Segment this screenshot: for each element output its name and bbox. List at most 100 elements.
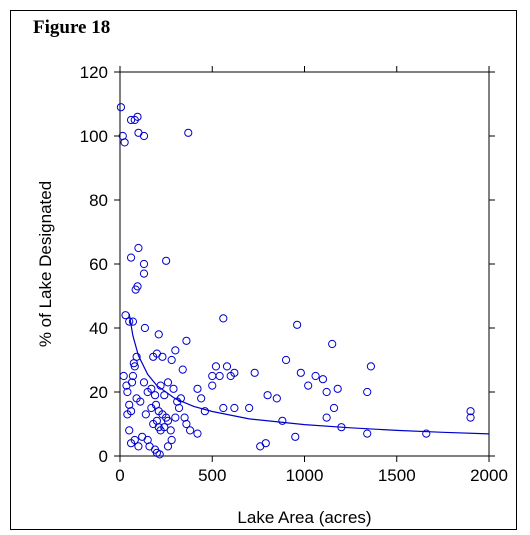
figure-frame <box>10 10 517 530</box>
data-point <box>171 346 180 355</box>
data-point <box>466 407 475 416</box>
data-points <box>116 103 475 459</box>
data-point <box>139 269 149 278</box>
data-point <box>167 355 176 365</box>
data-point <box>174 403 184 413</box>
data-point <box>182 336 191 345</box>
data-point <box>139 131 149 141</box>
data-point <box>222 362 232 371</box>
data-point <box>281 355 291 365</box>
data-point <box>119 371 128 381</box>
data-point <box>230 368 239 377</box>
fit-curve-layer <box>128 313 490 435</box>
data-point <box>160 391 169 400</box>
data-point <box>154 330 163 339</box>
data-point <box>126 253 136 262</box>
data-point <box>141 410 150 419</box>
data-point <box>245 403 254 413</box>
data-point <box>219 403 228 413</box>
figure-label: Figure 18 <box>33 17 111 38</box>
data-point <box>186 426 195 435</box>
data-point <box>261 439 270 448</box>
data-point <box>219 314 228 323</box>
data-point <box>155 450 164 459</box>
y-tick-label: 60 <box>89 255 108 274</box>
data-point <box>130 362 139 371</box>
data-point <box>211 362 221 371</box>
y-tick-label: 0 <box>99 447 108 466</box>
data-point <box>145 442 154 451</box>
data-point <box>133 112 142 121</box>
data-point <box>139 378 149 387</box>
data-point <box>150 445 160 454</box>
data-point <box>208 371 217 381</box>
data-point <box>322 413 331 422</box>
data-point <box>162 413 171 422</box>
data-point <box>272 394 281 403</box>
data-point <box>208 381 217 390</box>
data-point <box>197 394 206 403</box>
data-point <box>171 413 180 422</box>
data-point <box>158 352 167 361</box>
data-point <box>318 375 328 384</box>
x-tick-label: 500 <box>198 466 226 485</box>
y-tick-label: 80 <box>89 191 108 210</box>
x-tick-label: 2000 <box>470 466 508 485</box>
data-point <box>230 403 239 413</box>
data-point <box>163 378 173 387</box>
data-point <box>163 442 173 451</box>
data-point <box>128 317 138 326</box>
data-point <box>129 359 138 368</box>
x-tick-label: 1500 <box>378 466 416 485</box>
data-point <box>200 407 209 416</box>
data-point <box>120 138 129 147</box>
data-point <box>184 128 193 137</box>
data-point <box>250 368 259 377</box>
data-point <box>134 128 143 137</box>
tick-layer: 0 500 1000 1500 2000 0 20 40 60 80 100 120 <box>80 63 508 485</box>
y-tick-label: 100 <box>80 127 108 146</box>
x-tick-label: 0 <box>115 466 124 485</box>
data-point <box>363 429 372 438</box>
x-tick-label: 1000 <box>286 466 324 485</box>
data-point <box>296 368 305 377</box>
data-point <box>291 432 300 441</box>
data-point <box>140 323 150 333</box>
data-point <box>162 256 171 265</box>
data-point <box>193 384 202 393</box>
data-point <box>122 381 131 390</box>
data-point <box>134 442 143 451</box>
data-point <box>125 317 134 326</box>
data-point <box>136 397 145 406</box>
data-point <box>126 115 136 125</box>
data-point <box>366 362 376 371</box>
data-point <box>466 413 475 422</box>
data-point <box>263 391 272 400</box>
data-point <box>193 429 202 438</box>
data-point <box>328 339 337 349</box>
data-point <box>139 259 149 269</box>
data-point <box>422 429 431 438</box>
data-point <box>134 243 143 253</box>
data-point <box>176 394 185 403</box>
data-point <box>166 426 175 435</box>
data-point <box>178 365 187 374</box>
data-point <box>125 426 134 435</box>
fit-curve <box>128 313 490 435</box>
data-point <box>293 320 302 329</box>
data-point <box>130 435 139 445</box>
data-point <box>322 387 331 397</box>
data-point <box>128 371 138 381</box>
y-tick-label: 20 <box>89 383 108 402</box>
y-tick-label: 120 <box>80 63 108 82</box>
data-point <box>333 384 342 393</box>
y-tick-label: 40 <box>89 319 108 338</box>
data-point <box>329 403 339 413</box>
data-point <box>150 391 160 400</box>
data-point <box>125 400 134 409</box>
data-point <box>167 435 176 445</box>
data-point <box>149 352 158 361</box>
data-point <box>182 419 191 429</box>
data-point <box>304 381 313 390</box>
